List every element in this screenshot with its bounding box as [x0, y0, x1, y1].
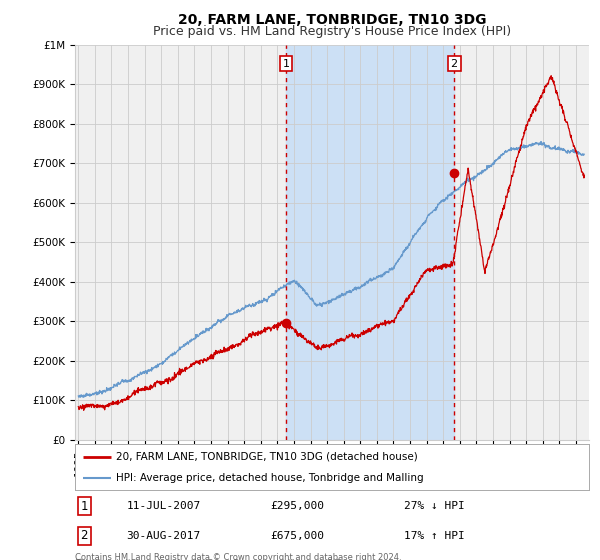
Text: Contains HM Land Registry data © Crown copyright and database right 2024.: Contains HM Land Registry data © Crown c… [75, 553, 401, 560]
Text: £675,000: £675,000 [271, 531, 325, 541]
Text: 11-JUL-2007: 11-JUL-2007 [127, 501, 200, 511]
Text: 2: 2 [451, 59, 458, 69]
Bar [286, 45, 454, 440]
Text: 17% ↑ HPI: 17% ↑ HPI [404, 531, 465, 541]
Text: Price paid vs. HM Land Registry's House Price Index (HPI): Price paid vs. HM Land Registry's House … [153, 25, 511, 38]
Text: 1: 1 [283, 59, 290, 69]
Text: 27% ↓ HPI: 27% ↓ HPI [404, 501, 465, 511]
Text: HPI: Average price, detached house, Tonbridge and Malling: HPI: Average price, detached house, Tonb… [116, 473, 424, 483]
Text: This data is licensed under the Open Government Licence v3.0.: This data is licensed under the Open Gov… [75, 559, 343, 560]
Text: 20, FARM LANE, TONBRIDGE, TN10 3DG: 20, FARM LANE, TONBRIDGE, TN10 3DG [178, 13, 486, 27]
Text: 2: 2 [80, 529, 88, 543]
Text: 30-AUG-2017: 30-AUG-2017 [127, 531, 200, 541]
Text: 1: 1 [80, 500, 88, 513]
Text: 20, FARM LANE, TONBRIDGE, TN10 3DG (detached house): 20, FARM LANE, TONBRIDGE, TN10 3DG (deta… [116, 452, 418, 462]
Text: £295,000: £295,000 [271, 501, 325, 511]
